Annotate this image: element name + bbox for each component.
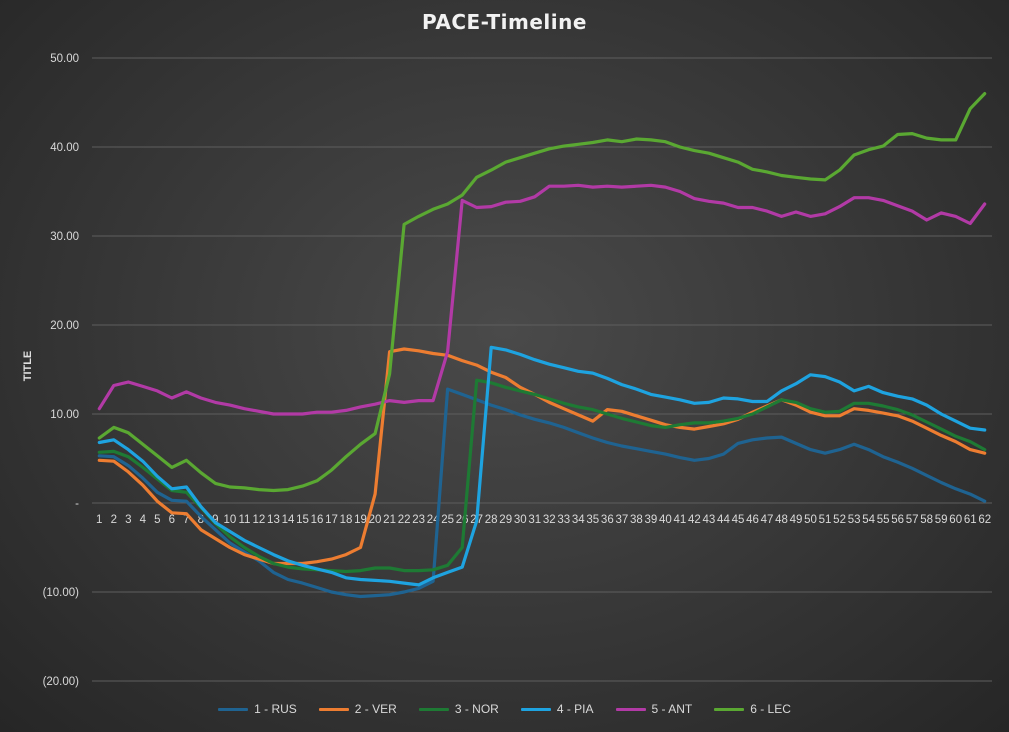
x-tick-label: 33 [557,514,570,526]
x-tick-label: 35 [586,514,599,526]
x-tick-label: 62 [978,514,991,526]
x-tick-label: 8 [198,514,204,526]
x-tick-label: 2 [111,514,117,526]
x-tick-label: 18 [340,514,353,526]
x-tick-label: 29 [499,514,512,526]
y-tick-label: 20.00 [50,320,79,332]
legend-item: 3 - NOR [418,702,499,716]
x-tick-label: 4 [140,514,147,526]
legend-swatch [318,707,349,711]
chart-legend: 1 - RUS 2 - VER 3 - NOR 4 - PIA 5 - ANT 6 - L… [0,702,1009,716]
x-tick-label: 55 [877,514,890,526]
x-tick-label: 47 [761,514,774,526]
x-tick-label: 13 [267,514,280,526]
x-tick-label: 16 [311,514,324,526]
x-tick-label: 41 [674,514,687,526]
legend-label: 4 - PIA [556,702,594,716]
legend-label: 1 - RUS [254,702,297,716]
legend-item: 4 - PIA [520,702,594,716]
x-tick-label: 23 [412,514,425,526]
series-line-6 [97,91,987,493]
y-tick-label: 10.00 [50,409,79,421]
y-tick-label: (20.00) [43,676,80,688]
x-tick-label: 36 [601,514,614,526]
x-tick-label: 26 [456,514,469,526]
x-tick-label: 44 [717,514,730,526]
series-line-3 [97,378,987,574]
x-tick-label: 17 [325,514,338,526]
x-tick-label: 46 [746,514,759,526]
x-tick-label: 12 [253,514,266,526]
x-tick-label: 22 [398,514,411,526]
x-tick-label: 6 [169,514,175,526]
x-tick-label: 19 [354,514,367,526]
legend-swatch [418,707,449,711]
x-tick-label: 37 [615,514,628,526]
x-tick-label: 11 [238,514,250,526]
y-tick-label: - [75,498,79,510]
x-tick-label: 20 [369,514,382,526]
x-tick-label: 49 [790,514,803,526]
x-tick-label: 57 [906,514,919,526]
legend-item: 2 - VER [318,702,397,716]
x-tick-label: 25 [441,514,454,526]
x-tick-label: 58 [920,514,933,526]
x-tick-label: 38 [630,514,643,526]
x-tick-label: 48 [775,514,788,526]
x-tick-label: 10 [224,514,237,526]
legend-swatch [520,707,551,711]
x-tick-label: 59 [935,514,948,526]
legend-label: 3 - NOR [454,702,499,716]
legend-label: 2 - VER [354,702,397,716]
series-line-2 [97,347,987,566]
x-tick-label: 28 [485,514,498,526]
x-tick-label: 60 [949,514,962,526]
series-line-1 [97,387,987,599]
x-tick-label: 3 [125,514,131,526]
legend-item: 5 - ANT [615,702,693,716]
legend-swatch [714,707,745,711]
legend-label: 6 - LEC [750,702,791,716]
series-line-4 [97,345,987,587]
x-tick-label: 32 [543,514,556,526]
x-tick-label: 7 [183,514,189,526]
legend-item: 6 - LEC [714,702,791,716]
legend-swatch [615,707,646,711]
legend-label: 5 - ANT [651,702,693,716]
x-tick-label: 40 [659,514,672,526]
x-tick-label: 52 [833,514,846,526]
legend-item: 1 - RUS [218,702,297,716]
x-tick-label: 14 [282,514,295,526]
x-tick-label: 5 [154,514,160,526]
x-tick-label: 51 [819,514,832,526]
x-tick-label: 1 [96,514,102,526]
x-tick-label: 61 [964,514,977,526]
y-tick-label: 40.00 [50,142,79,154]
x-tick-label: 42 [688,514,701,526]
y-tick-label: 50.00 [50,53,79,65]
x-tick-label: 54 [862,514,875,526]
legend-swatch [218,707,249,711]
x-tick-label: 15 [296,514,309,526]
chart-title: PACE-Timeline [422,10,587,34]
x-tick-label: 21 [383,514,396,526]
x-tick-label: 30 [514,514,527,526]
y-tick-label: 30.00 [50,231,79,243]
x-tick-label: 39 [644,514,657,526]
x-tick-label: 31 [528,514,541,526]
x-tick-label: 45 [732,514,745,526]
x-tick-label: 34 [572,514,585,526]
x-tick-label: 53 [848,514,861,526]
y-tick-label: (10.00) [43,587,80,599]
x-tick-label: 56 [891,514,904,526]
x-tick-label: 9 [212,514,218,526]
x-tick-label: 50 [804,514,817,526]
x-tick-label: 43 [703,514,716,526]
series-line-5 [97,183,987,416]
